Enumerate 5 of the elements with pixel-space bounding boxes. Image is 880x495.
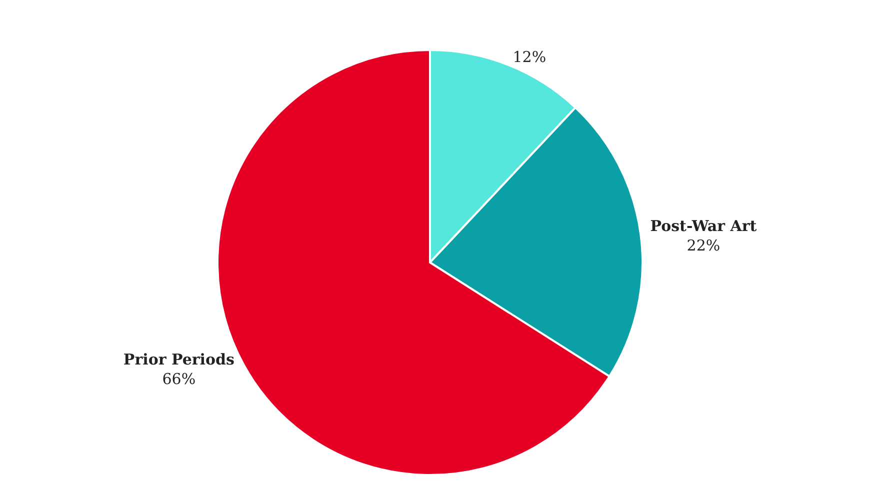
data-label: 66% bbox=[162, 370, 196, 388]
slice-label: Post-War Art bbox=[650, 216, 757, 235]
data-label: 12% bbox=[512, 48, 546, 66]
slice-label: Prior Periods bbox=[123, 350, 234, 368]
data-label: 22% bbox=[686, 236, 720, 254]
